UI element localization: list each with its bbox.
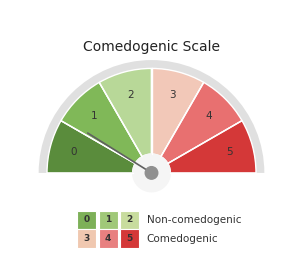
- Wedge shape: [99, 68, 152, 157]
- Text: 4: 4: [105, 234, 111, 243]
- FancyBboxPatch shape: [120, 229, 139, 248]
- Circle shape: [133, 154, 170, 192]
- Wedge shape: [47, 121, 135, 173]
- Text: 2: 2: [127, 90, 134, 100]
- Wedge shape: [152, 68, 204, 157]
- FancyBboxPatch shape: [77, 229, 96, 248]
- Circle shape: [145, 167, 158, 179]
- Wedge shape: [39, 60, 264, 173]
- FancyBboxPatch shape: [99, 211, 118, 229]
- Text: Comedogenic: Comedogenic: [147, 234, 218, 244]
- Text: 0: 0: [71, 147, 77, 157]
- Text: 5: 5: [126, 234, 133, 243]
- Wedge shape: [161, 82, 242, 164]
- Text: Comedogenic Scale: Comedogenic Scale: [83, 40, 220, 54]
- Text: 1: 1: [91, 111, 98, 121]
- Text: 2: 2: [126, 215, 133, 225]
- Text: 4: 4: [205, 111, 212, 121]
- Text: Non-comedogenic: Non-comedogenic: [147, 215, 241, 225]
- FancyBboxPatch shape: [120, 211, 139, 229]
- Wedge shape: [61, 82, 142, 164]
- Text: 1: 1: [105, 215, 111, 225]
- FancyBboxPatch shape: [77, 211, 96, 229]
- FancyBboxPatch shape: [99, 229, 118, 248]
- Text: 3: 3: [84, 234, 90, 243]
- Text: 3: 3: [169, 90, 176, 100]
- Text: 0: 0: [84, 215, 90, 225]
- Wedge shape: [168, 121, 256, 173]
- Text: 5: 5: [226, 147, 232, 157]
